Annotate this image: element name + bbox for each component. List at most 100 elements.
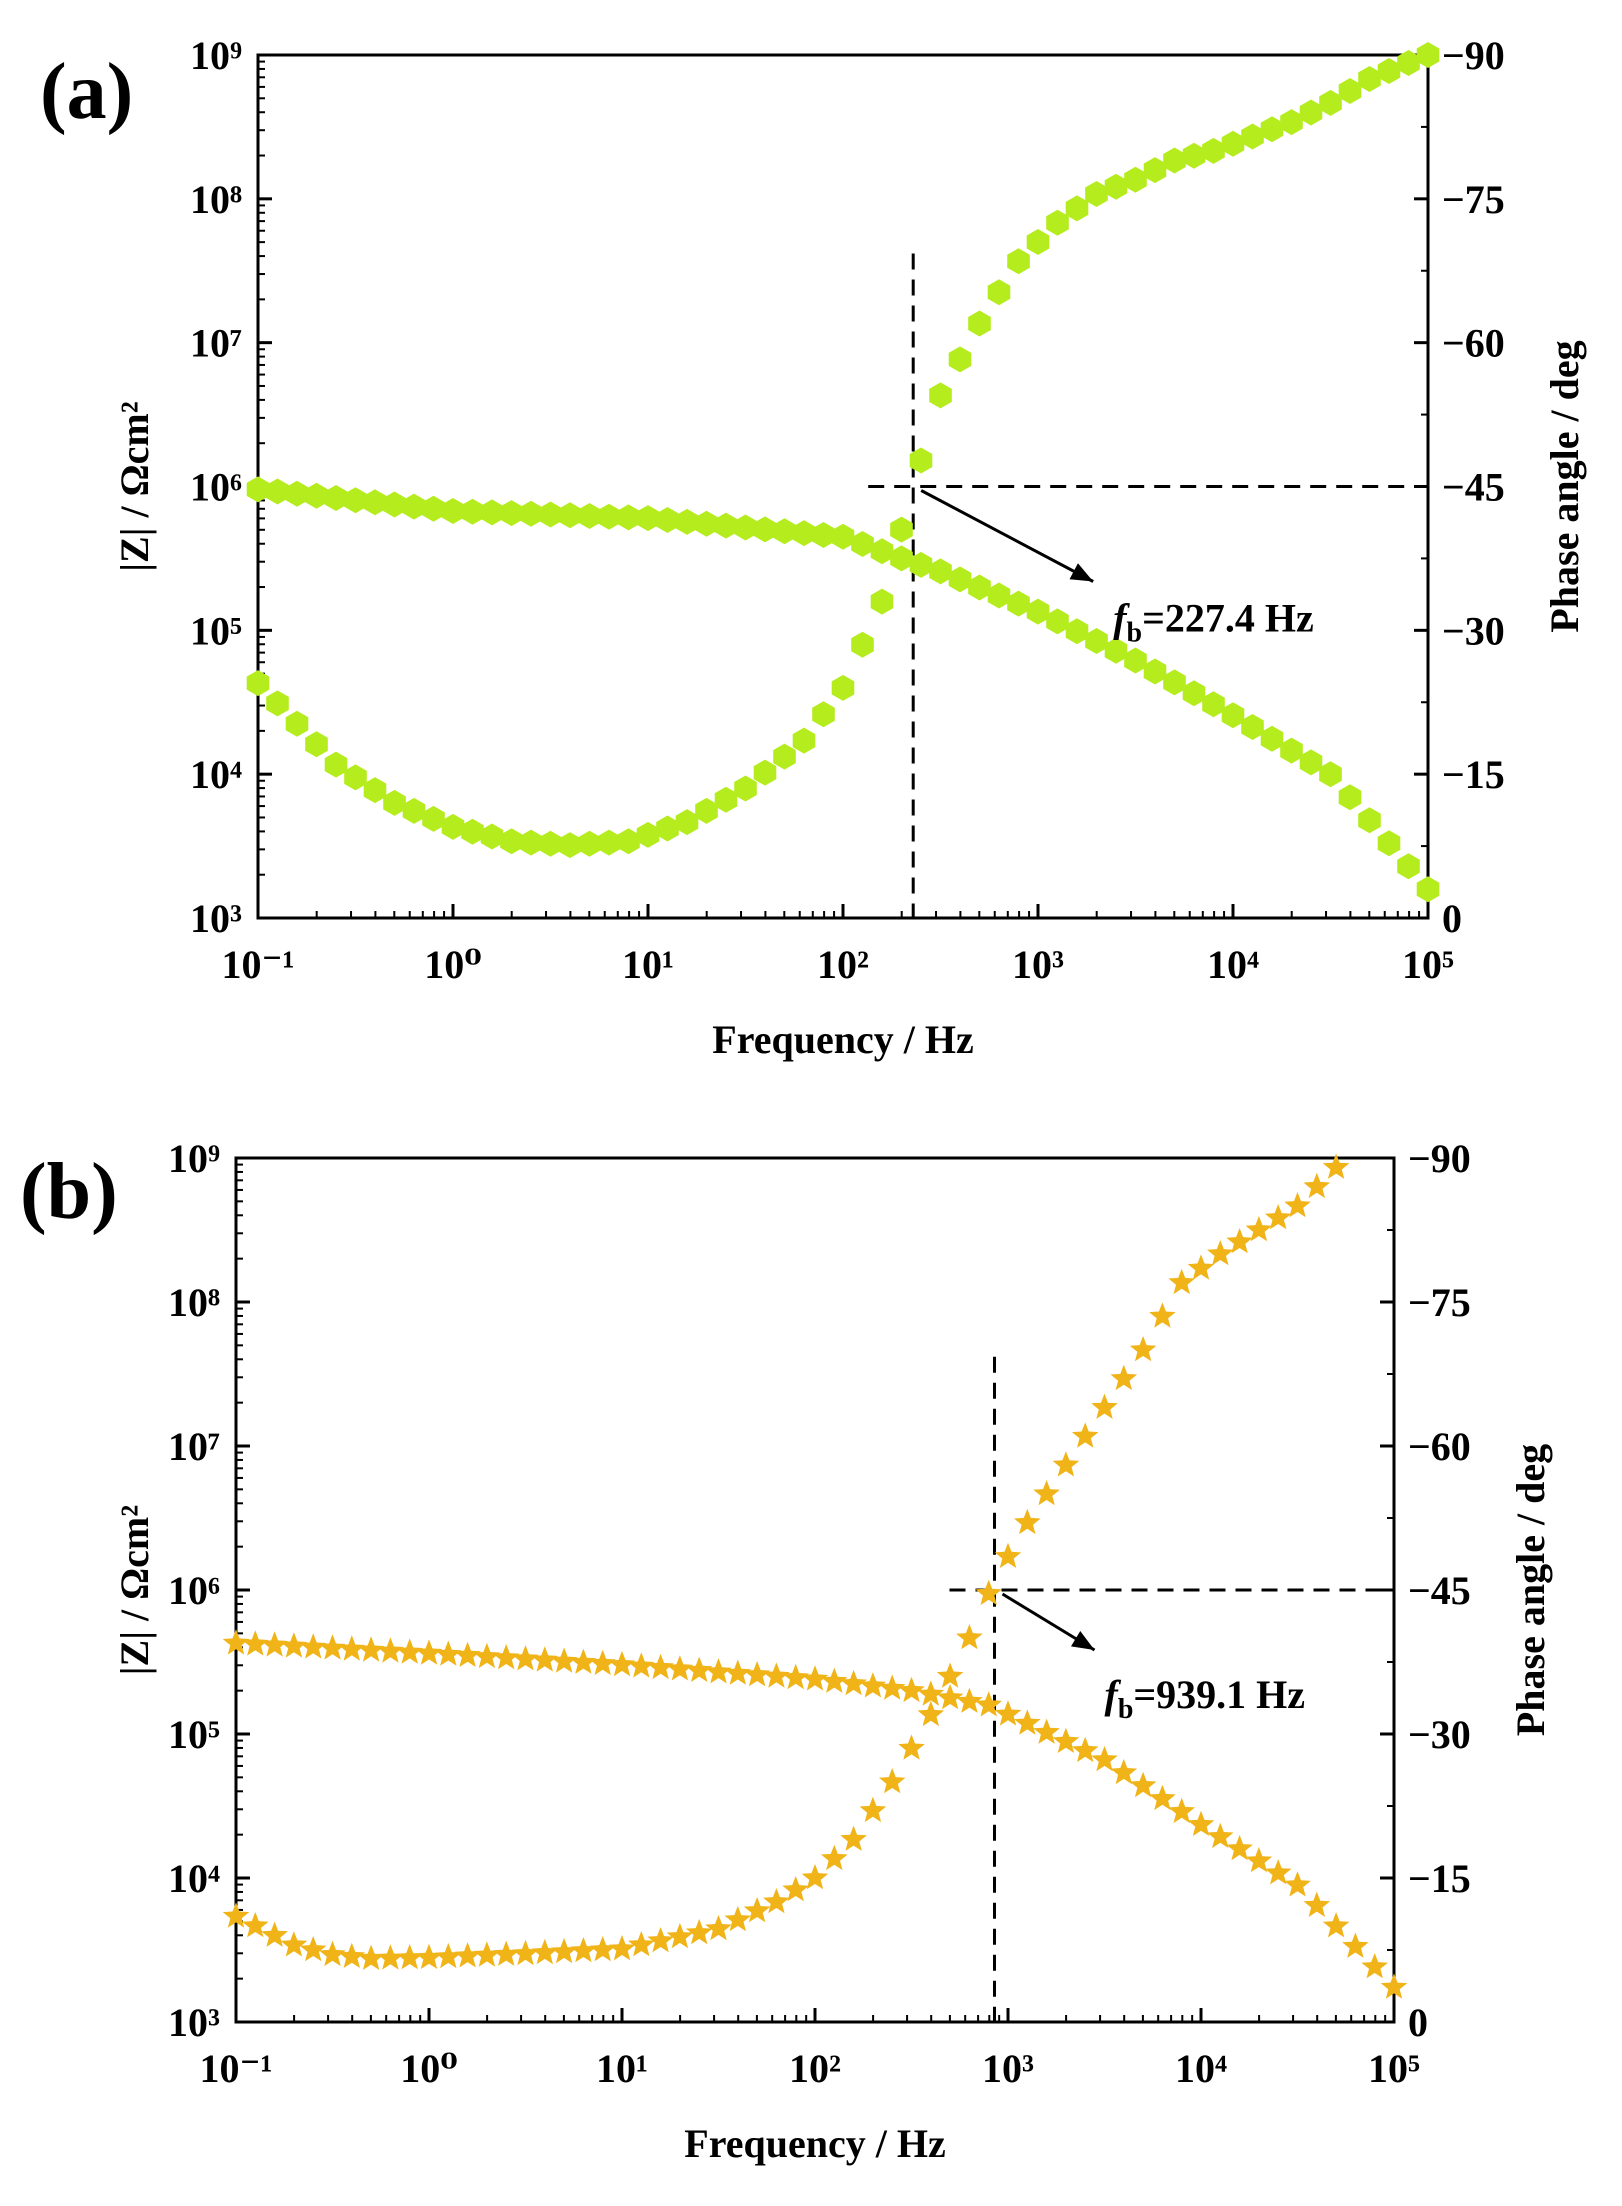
- phase-point: [558, 832, 582, 859]
- impedance-point: [1071, 1736, 1099, 1763]
- impedance-point: [512, 1645, 539, 1671]
- phase-point: [1065, 195, 1089, 222]
- impedance-point: [1416, 876, 1440, 903]
- impedance-point: [285, 480, 309, 507]
- impedance-point: [435, 1640, 462, 1666]
- fb-value: =939.1 Hz: [1133, 1672, 1305, 1717]
- phase-point: [975, 1579, 1002, 1605]
- phase-point: [763, 1888, 790, 1914]
- impedance-point: [597, 503, 621, 530]
- phase-point: [1416, 42, 1440, 68]
- impedance-point: [608, 1650, 636, 1677]
- phase-point: [1143, 157, 1167, 184]
- impedance-point: [870, 538, 894, 565]
- phase-point: [1245, 1216, 1273, 1242]
- impedance-point: [656, 507, 679, 533]
- phase-point: [222, 1902, 250, 1928]
- phase-point: [261, 1921, 288, 1947]
- phase-point: [383, 789, 406, 816]
- y-left-tick-label: 10⁶: [168, 1568, 220, 1613]
- y-left-tick-label: 10⁷: [168, 1424, 220, 1469]
- impedance-point: [695, 510, 718, 537]
- impedance-point: [1033, 1718, 1060, 1744]
- y-left-tick-label: 10⁷: [190, 321, 242, 366]
- impedance-point: [383, 491, 406, 518]
- phase-point: [338, 1942, 366, 1968]
- phase-point: [870, 588, 894, 615]
- x-tick-label: 10¹: [622, 942, 674, 987]
- impedance-point: [801, 1665, 829, 1691]
- y-right-tick-label: −15: [1442, 752, 1505, 797]
- phase-point: [597, 829, 621, 856]
- phase-point: [782, 1876, 809, 1902]
- phase-point: [628, 1931, 655, 1957]
- phase-point: [299, 1936, 327, 1962]
- phase-point: [936, 1662, 964, 1688]
- x-tick-label: 10³: [982, 2046, 1034, 2091]
- impedance-point: [1397, 853, 1420, 880]
- impedance-point: [1168, 1797, 1195, 1824]
- impedance-point: [1322, 1912, 1350, 1938]
- phase-point: [305, 731, 328, 758]
- impedance-point: [859, 1672, 887, 1698]
- x-tick-label: 10²: [817, 942, 869, 987]
- phase-point: [492, 1940, 520, 1966]
- phase-point: [1303, 1172, 1331, 1199]
- impedance-point: [578, 503, 601, 529]
- impedance-point: [1014, 1709, 1041, 1735]
- phase-point: [773, 743, 796, 770]
- fb-subscript: b: [1118, 1694, 1134, 1725]
- x-tick-label: 10²: [789, 2046, 841, 2091]
- impedance-point: [763, 1662, 790, 1688]
- impedance-point: [1260, 725, 1284, 752]
- phase-point: [801, 1864, 829, 1890]
- phase-point: [656, 815, 679, 842]
- impedance-point: [812, 522, 835, 548]
- phase-point: [280, 1931, 308, 1957]
- phase-point: [1182, 142, 1206, 169]
- impedance-point: [1104, 637, 1128, 664]
- phase-point: [1221, 130, 1245, 157]
- y-left-tick-label: 10⁴: [190, 752, 242, 797]
- y-left-tick-label: 10⁸: [168, 1280, 220, 1325]
- phase-point: [929, 382, 952, 409]
- phase-point: [357, 1944, 385, 1970]
- phase-point: [714, 786, 738, 813]
- phase-point: [550, 1937, 578, 1964]
- impedance-point: [994, 1700, 1022, 1726]
- phase-point: [821, 1844, 848, 1871]
- y-right-tick-label: −30: [1442, 608, 1505, 653]
- phase-point: [242, 1912, 269, 1938]
- impedance-point: [743, 1661, 771, 1687]
- impedance-point: [1245, 1847, 1273, 1873]
- panel-label: (a): [40, 48, 133, 136]
- impedance-point: [319, 1634, 346, 1660]
- phase-point: [422, 805, 445, 832]
- phase-point: [753, 759, 777, 786]
- x-tick-label: 10³: [1012, 942, 1064, 987]
- panel-label: (b): [20, 1148, 118, 1236]
- phase-point: [324, 751, 348, 778]
- y-left-tick-label: 10⁵: [168, 1712, 220, 1757]
- impedance-point: [589, 1649, 616, 1676]
- impedance-point: [338, 1635, 366, 1661]
- impedance-point: [242, 1630, 269, 1656]
- y-right-tick-label: −60: [1408, 1424, 1471, 1469]
- impedance-point: [1091, 1745, 1118, 1772]
- impedance-point: [1163, 669, 1186, 696]
- impedance-point: [454, 1641, 481, 1667]
- impedance-point: [753, 516, 777, 543]
- phase-point: [812, 701, 835, 728]
- phase-point: [441, 813, 465, 840]
- impedance-point: [1046, 608, 1069, 635]
- phase-point: [1052, 1451, 1080, 1477]
- impedance-point: [1280, 737, 1303, 764]
- impedance-point: [261, 1631, 288, 1657]
- phase-point: [1014, 1508, 1041, 1535]
- impedance-point: [357, 1636, 385, 1662]
- fb-arrow-head: [1069, 563, 1094, 582]
- phase-point: [1241, 123, 1264, 150]
- impedance-point: [647, 1653, 674, 1680]
